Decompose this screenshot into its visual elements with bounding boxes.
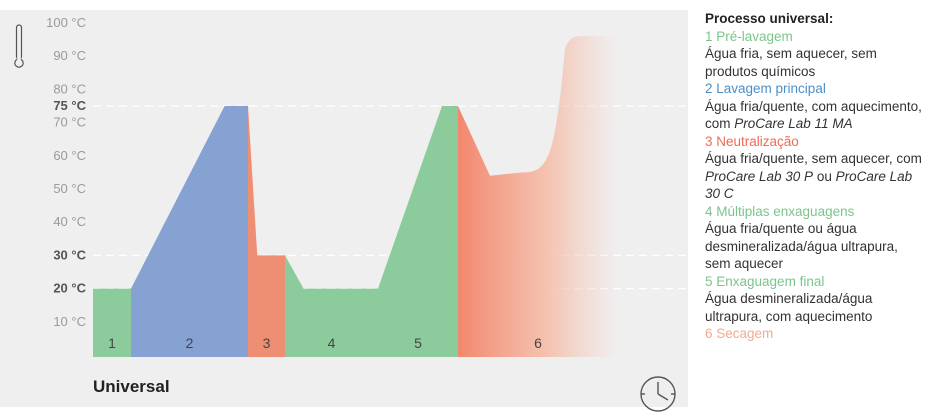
phase-areas [93, 36, 618, 357]
phase-number-1: 1 [108, 335, 116, 351]
y-tick-60: 60 °C [53, 148, 86, 163]
y-axis-ticks: 10 °C 20 °C 30 °C 40 °C 50 °C 60 °C 70 °C 75 °C… [46, 15, 86, 329]
y-tick-90: 90 °C [53, 48, 86, 63]
legend-phase-desc-3: Água fria/quente, sem aquecer, com ProCa… [705, 151, 922, 201]
phase-number-6: 6 [534, 335, 542, 351]
legend-phase-label-2: 2 Lavagem principal [705, 81, 826, 96]
y-tick-70: 70 °C [53, 115, 86, 130]
y-tick-40: 40 °C [53, 214, 86, 229]
phase-area-6 [458, 36, 618, 357]
legend: Processo universal: 1 Pré-lavagem Água fr… [705, 10, 925, 343]
legend-phase-label-6: 6 Secagem [705, 326, 774, 341]
y-tick-75: 75 °C [53, 98, 86, 113]
y-tick-80: 80 °C [53, 81, 86, 96]
legend-phase-label-5: 5 Enxaguagem final [705, 273, 825, 289]
phase-number-4: 4 [328, 335, 336, 351]
legend-items: 1 Pré-lavagem Água fria, sem aquecer, sem… [705, 28, 925, 343]
phase-number-2: 2 [186, 335, 194, 351]
phase-area-4 [285, 255, 378, 357]
legend-title: Processo universal: [705, 11, 834, 26]
phase-number-5: 5 [414, 335, 422, 351]
legend-phase-label-1: 1 Pré-lavagem [705, 28, 793, 44]
legend-phase-label-4: 4 Múltiplas enxaguagens [705, 203, 855, 219]
y-tick-30: 30 °C [53, 247, 86, 262]
phase-area-1 [93, 288, 131, 357]
chart-panel: 10 °C 20 °C 30 °C 40 °C 50 °C 60 °C 70 °C 75 °C… [0, 10, 688, 412]
chart-title: Universal [93, 377, 170, 396]
y-tick-20: 20 °C [53, 281, 86, 296]
legend-phase-desc-2: Água fria/quente, com aquecimento, com P… [705, 98, 922, 132]
legend-phase-desc-5: Água desmineralizada/água ultrapura, com… [705, 291, 873, 324]
chart-svg: 10 °C 20 °C 30 °C 40 °C 50 °C 60 °C 70 °C 75 °C… [14, 15, 688, 357]
legend-phase-desc-1: Água fria, sem aquecer, sem produtos quí… [705, 46, 877, 79]
phase-area-2 [131, 106, 248, 357]
y-tick-100: 100 °C [46, 15, 86, 30]
phase-number-3: 3 [263, 335, 271, 351]
phase-numbers: 1 2 3 4 5 6 [108, 335, 542, 351]
clock-icon [640, 376, 676, 412]
phase-area-5 [378, 106, 458, 357]
y-tick-10: 10 °C [53, 314, 86, 329]
legend-phase-label-3: 3 Neutralização [705, 133, 799, 149]
thermometer-icon [14, 24, 24, 68]
legend-phase-desc-4: Água fria/quente ou água desmineralizada… [705, 221, 898, 271]
phase-area-3 [248, 106, 285, 357]
y-tick-50: 50 °C [53, 181, 86, 196]
